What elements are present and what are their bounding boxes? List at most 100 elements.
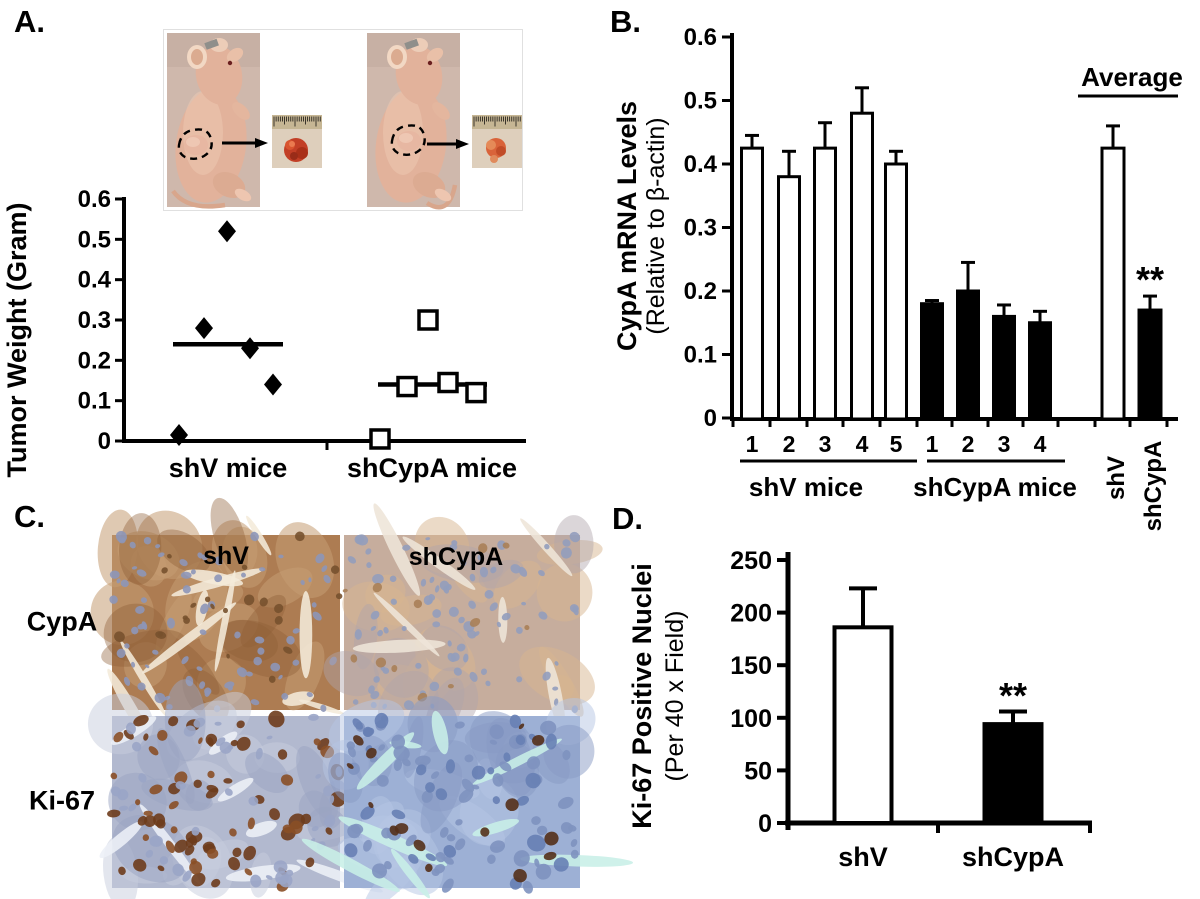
- tissue-nucleus: [193, 717, 206, 728]
- y-tick-label: 0.5: [684, 88, 717, 115]
- tissue-nucleus: [552, 686, 559, 691]
- tissue-patch: [469, 711, 538, 784]
- tissue-nucleus: [352, 699, 359, 705]
- tissue-nucleus: [320, 704, 327, 712]
- tissue-nucleus: [490, 566, 497, 574]
- tissue-nucleus: [292, 628, 300, 634]
- tissue-nucleus: [454, 721, 465, 729]
- tissue-nucleus: [190, 602, 197, 608]
- tissue-nucleus: [168, 800, 179, 810]
- tissue-nucleus: [432, 609, 442, 618]
- tissue-nucleus: [449, 543, 458, 551]
- bar-number-label: 2: [962, 431, 975, 457]
- panel-c-label: C.: [14, 499, 45, 534]
- tissue-nucleus: [535, 863, 552, 880]
- tissue-nucleus: [354, 629, 362, 640]
- tissue-nucleus: [435, 852, 446, 863]
- y-tick-label: 0: [704, 405, 717, 432]
- panel-c-row-label-cypa: CypA: [26, 606, 98, 637]
- tissue-nucleus: [305, 857, 315, 868]
- tissue-nucleus: [191, 872, 206, 887]
- bar-number-label: 3: [819, 431, 832, 457]
- bar-number-label: 3: [998, 431, 1011, 457]
- tissue-nucleus: [250, 531, 259, 542]
- tissue-nucleus: [273, 860, 288, 874]
- tissue-nucleus: [335, 593, 343, 600]
- panel-d-category-shv: shV: [838, 842, 888, 872]
- tissue-nucleus: [254, 636, 265, 644]
- tissue-patch: [342, 581, 410, 632]
- tissue-nucleus: [201, 554, 208, 561]
- tissue-nucleus: [199, 629, 207, 635]
- bar-number-label: 1: [926, 431, 939, 457]
- bar-black: [956, 289, 980, 421]
- tissue-nucleus: [455, 838, 466, 851]
- tissue-nucleus: [380, 666, 386, 671]
- tissue-nucleus: [167, 553, 172, 559]
- tissue-patch: [210, 497, 249, 576]
- tumor-outline-dashed: [390, 124, 426, 156]
- bar-black: [982, 722, 1044, 825]
- tissue-nucleus: [269, 808, 281, 821]
- panel-d-y-axis-title: Ki-67 Positive Nuclei: [627, 563, 657, 829]
- tissue-nucleus: [393, 745, 410, 761]
- tissue-nucleus: [376, 774, 389, 787]
- panel-b-significance-stars: **: [1136, 259, 1164, 300]
- tissue-nucleus: [193, 779, 202, 788]
- tissue-nucleus: [143, 810, 153, 816]
- tissue-nucleus: [560, 822, 574, 834]
- tissue-streak: [390, 848, 430, 899]
- scatter-point-shcypa: [465, 381, 487, 404]
- tissue-nucleus: [375, 657, 387, 668]
- tissue-nucleus: [154, 692, 166, 704]
- y-tick-label: 0.6: [78, 186, 111, 213]
- tissue-nucleus: [503, 752, 511, 762]
- tissue-nucleus: [157, 552, 165, 558]
- tissue-nucleus: [439, 827, 449, 838]
- tissue-nucleus: [113, 731, 124, 743]
- y-tick-label: 0: [98, 428, 111, 455]
- mouse-eye: [427, 60, 433, 66]
- tumor-weight-scatter-chart: 00.10.20.30.40.50.6 Tumor Weight (Gram) …: [2, 186, 526, 483]
- tissue-nucleus: [236, 720, 245, 729]
- ihc-image-ki67-shcypa: [301, 696, 634, 899]
- ear-tag: [204, 38, 219, 50]
- tissue-nucleus: [116, 578, 121, 584]
- tissue-nucleus: [557, 796, 574, 809]
- tissue-nucleus: [531, 816, 541, 825]
- bar-number-label: 5: [890, 431, 903, 457]
- tissue-nucleus: [268, 675, 276, 683]
- tissue-nucleus: [431, 868, 440, 877]
- panel-d-significance-stars: **: [999, 675, 1027, 716]
- scatter-point-shcypa: [369, 428, 391, 450]
- tissue-nucleus: [371, 863, 388, 879]
- tissue-streak: [373, 503, 421, 596]
- tissue-nucleus: [133, 858, 147, 872]
- tissue-nucleus: [312, 611, 322, 621]
- tissue-patch: [164, 679, 206, 762]
- tissue-nucleus: [197, 552, 204, 559]
- bar-black: [920, 302, 944, 421]
- tissue-nucleus: [368, 801, 374, 809]
- tissue-nucleus: [391, 664, 398, 673]
- tissue-nucleus: [429, 681, 440, 692]
- tissue-nucleus: [274, 603, 284, 614]
- bar-black: [992, 314, 1016, 421]
- tissue-nucleus: [321, 565, 328, 572]
- tissue-nucleus: [525, 772, 541, 789]
- tissue-nucleus: [429, 576, 435, 583]
- tissue-nucleus: [325, 827, 333, 835]
- tissue-nucleus: [456, 643, 466, 652]
- tissue-nucleus: [560, 547, 572, 559]
- tissue-nucleus: [372, 573, 384, 585]
- tissue-nucleus: [542, 671, 551, 681]
- y-tick-label: 0: [758, 810, 772, 838]
- tissue-nucleus: [489, 724, 504, 740]
- tissue-nucleus: [311, 602, 317, 608]
- tissue-nucleus: [423, 595, 433, 605]
- tissue-nucleus: [131, 566, 138, 570]
- mouse-front-paw: [232, 102, 250, 120]
- tissue-nucleus: [259, 597, 268, 607]
- tissue-nucleus: [435, 788, 448, 801]
- bar-black: [1137, 308, 1163, 421]
